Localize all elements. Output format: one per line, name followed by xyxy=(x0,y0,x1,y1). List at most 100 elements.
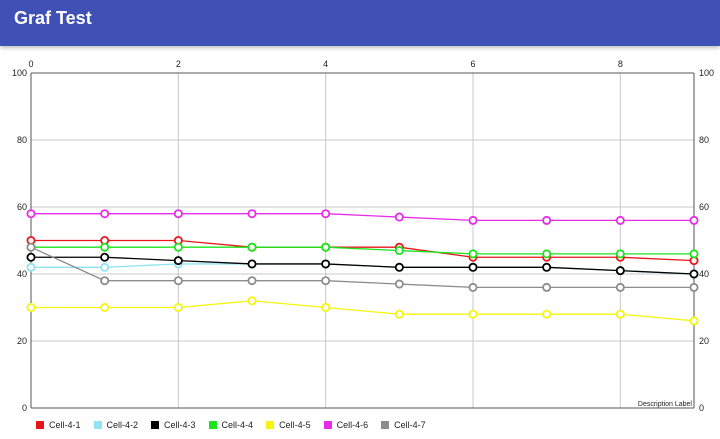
legend-label: Cell-4-1 xyxy=(49,420,81,430)
legend-label: Cell-4-7 xyxy=(394,420,426,430)
legend-item: Cell-4-1 xyxy=(36,420,81,430)
data-point[interactable] xyxy=(394,212,404,222)
legend-swatch xyxy=(151,421,160,429)
app-title: Graf Test xyxy=(14,8,92,28)
data-point[interactable] xyxy=(100,262,110,272)
data-point[interactable] xyxy=(468,215,478,225)
series-lines xyxy=(26,209,699,326)
app-bar: Graf Test xyxy=(0,0,720,46)
legend-item: Cell-4-6 xyxy=(323,420,369,430)
data-point[interactable] xyxy=(26,262,36,272)
data-point[interactable] xyxy=(615,249,625,259)
y-tick-label-right: 40 xyxy=(699,269,709,279)
series-line xyxy=(31,246,694,255)
data-point[interactable] xyxy=(468,309,478,319)
data-point[interactable] xyxy=(173,242,183,252)
data-point[interactable] xyxy=(26,242,36,252)
data-point[interactable] xyxy=(26,209,36,219)
data-point[interactable] xyxy=(542,262,552,272)
data-point[interactable] xyxy=(542,282,552,292)
data-point[interactable] xyxy=(173,256,183,266)
legend-label: Cell-4-6 xyxy=(336,420,369,430)
data-point[interactable] xyxy=(26,302,36,312)
legend-swatch xyxy=(323,421,332,429)
data-point[interactable] xyxy=(26,252,36,262)
legend-item: Cell-4-2 xyxy=(93,420,138,430)
data-point[interactable] xyxy=(468,249,478,259)
y-tick-label-left: 0 xyxy=(22,403,27,413)
data-point[interactable] xyxy=(100,302,110,312)
data-point[interactable] xyxy=(689,316,699,326)
series-Cell-4-7 xyxy=(26,242,699,292)
y-tick-label-left: 40 xyxy=(17,269,27,279)
data-point[interactable] xyxy=(321,302,331,312)
series-line xyxy=(31,239,695,262)
y-tick-label-left: 20 xyxy=(17,336,27,346)
data-point[interactable] xyxy=(173,209,183,219)
legend-item: Cell-4-4 xyxy=(208,420,254,430)
legend-swatch xyxy=(381,421,390,429)
data-point[interactable] xyxy=(615,309,625,319)
legend-swatch xyxy=(36,421,44,429)
legend-item: Cell-4-7 xyxy=(381,420,426,430)
data-point[interactable] xyxy=(100,242,110,252)
legend-label: Cell-4-3 xyxy=(164,420,196,430)
y-tick-label-right: 20 xyxy=(699,336,709,346)
y-tick-label-right: 0 xyxy=(699,403,704,413)
y-tick-label-left: 60 xyxy=(17,202,27,212)
y-tick-label-right: 60 xyxy=(699,202,709,212)
y-tick-label-right: 80 xyxy=(699,135,709,145)
x-tick-label: 0 xyxy=(28,59,33,69)
series-Cell-4-5 xyxy=(26,296,699,326)
series-Cell-4-6 xyxy=(26,209,699,225)
data-point[interactable] xyxy=(542,249,552,259)
legend-item: Cell-4-3 xyxy=(151,420,196,430)
series-line xyxy=(31,256,695,275)
legend-label: Cell-4-4 xyxy=(221,420,254,430)
data-point[interactable] xyxy=(394,246,404,256)
data-point[interactable] xyxy=(689,282,699,292)
data-point[interactable] xyxy=(321,242,331,252)
series-Cell-4-1 xyxy=(26,235,699,266)
data-point[interactable] xyxy=(321,209,331,219)
data-point[interactable] xyxy=(100,209,110,219)
data-point[interactable] xyxy=(689,249,699,259)
data-point[interactable] xyxy=(542,309,552,319)
data-point[interactable] xyxy=(542,215,552,225)
data-point[interactable] xyxy=(247,276,257,286)
data-point[interactable] xyxy=(615,282,625,292)
chart-legend: Cell-4-1 Cell-4-2 Cell-4-3 Cell-4-4 Cell-4-5… xyxy=(36,418,439,432)
data-point[interactable] xyxy=(247,242,257,252)
legend-swatch xyxy=(93,421,102,429)
axes xyxy=(30,72,695,409)
data-point[interactable] xyxy=(247,259,257,269)
series-line xyxy=(31,213,694,222)
legend-item: Cell-4-5 xyxy=(266,420,311,430)
data-point[interactable] xyxy=(615,266,625,276)
y-tick-label-left: 80 xyxy=(17,135,27,145)
y-tick-label-left: 100 xyxy=(12,68,27,78)
data-point[interactable] xyxy=(100,276,110,286)
data-point[interactable] xyxy=(321,276,331,286)
series-Cell-4-3 xyxy=(26,252,699,279)
series-line xyxy=(31,300,695,322)
data-point[interactable] xyxy=(468,282,478,292)
data-point[interactable] xyxy=(394,279,404,289)
data-point[interactable] xyxy=(247,296,257,306)
legend-label: Cell-4-5 xyxy=(279,420,311,430)
data-point[interactable] xyxy=(689,215,699,225)
data-point[interactable] xyxy=(173,276,183,286)
data-point[interactable] xyxy=(394,262,404,272)
data-point[interactable] xyxy=(689,269,699,279)
series-line xyxy=(30,246,694,289)
data-point[interactable] xyxy=(394,309,404,319)
data-point[interactable] xyxy=(247,209,257,219)
data-point[interactable] xyxy=(468,262,478,272)
data-point[interactable] xyxy=(615,215,625,225)
data-point[interactable] xyxy=(100,252,110,262)
data-point[interactable] xyxy=(321,259,331,269)
data-point[interactable] xyxy=(173,302,183,312)
x-tick-label: 8 xyxy=(618,59,623,69)
